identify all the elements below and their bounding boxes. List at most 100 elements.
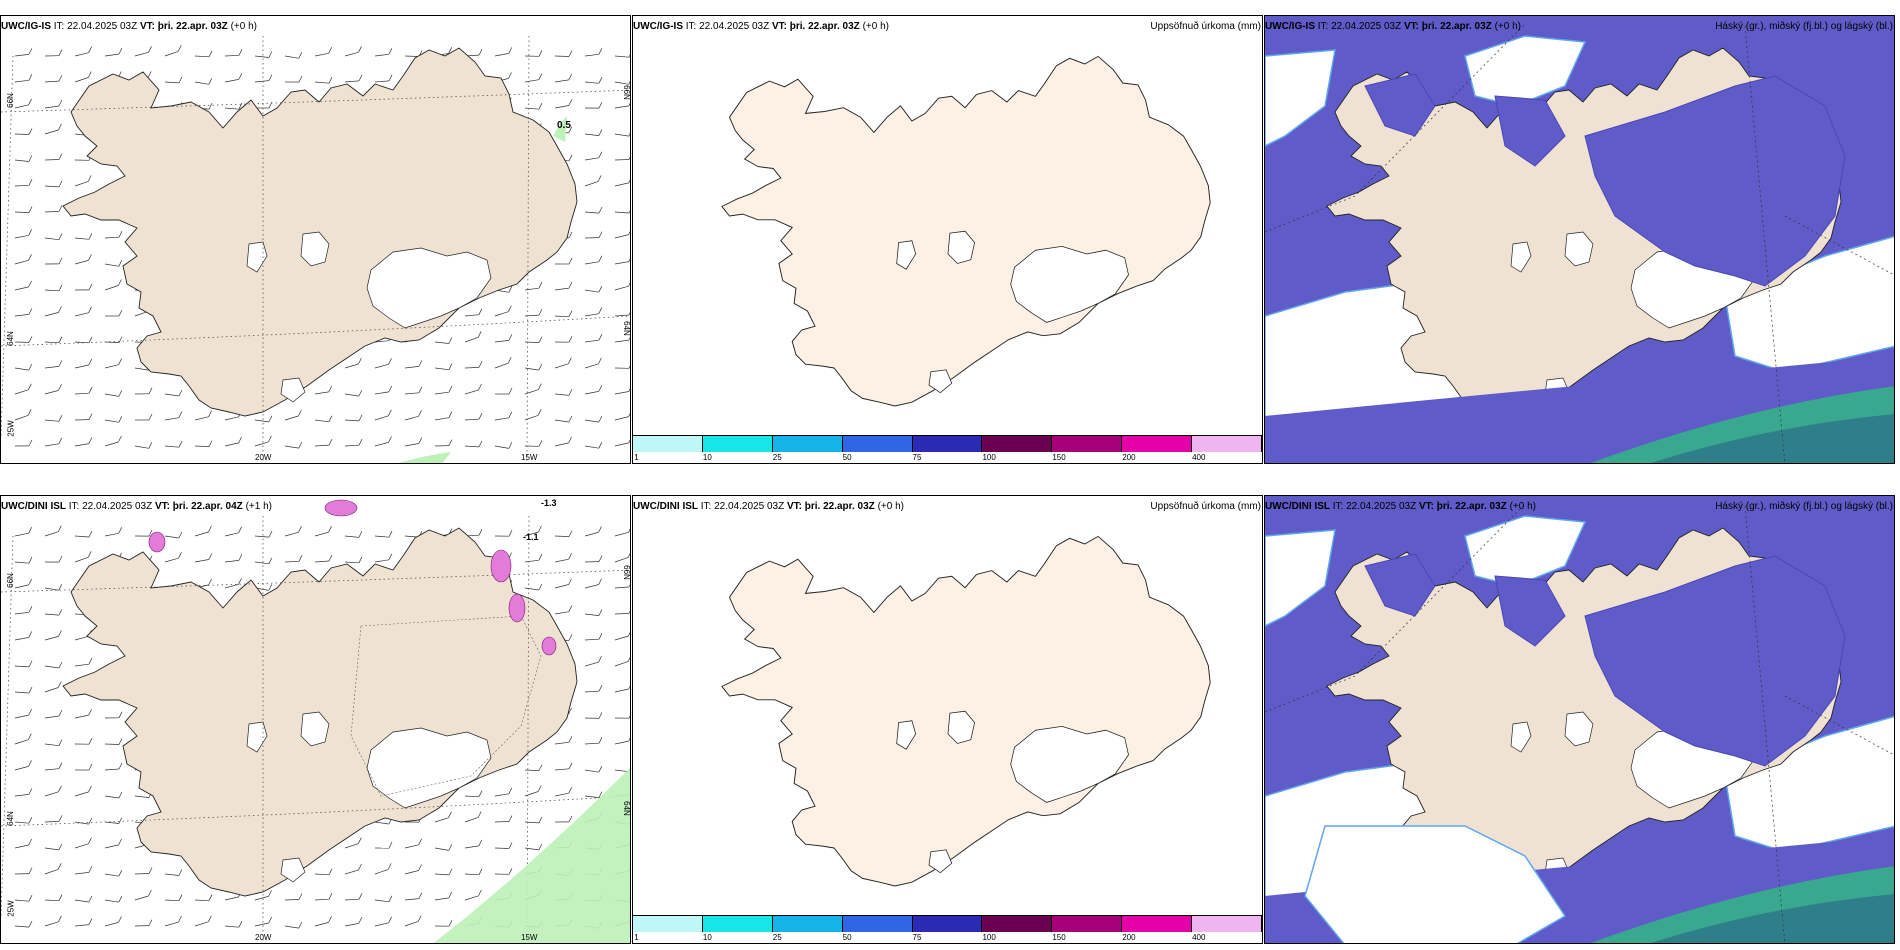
valid-label: VT: — [786, 501, 802, 512]
valid-time: þri. 22.apr. 03Z — [804, 501, 875, 512]
colorbar-tick-label: 75 — [912, 453, 922, 462]
colorbar-ticks: 1 10 25 50 75 100 150 200 400 — [633, 932, 1262, 943]
colorbar-swatches — [633, 435, 1262, 452]
map-panel-r1c3 — [1264, 15, 1895, 464]
panel-variable: Uppsöfnuð úrkoma (mm) — [1150, 501, 1261, 512]
colorbar-tick-label: 200 — [1122, 933, 1136, 942]
contour-label: -1.3 — [541, 498, 557, 508]
model-name: UWC/IG-IS — [633, 21, 683, 32]
lat-label: 64N — [621, 801, 631, 816]
valid-label: VT: — [771, 21, 787, 32]
model-name: UWC/DINI ISL — [633, 501, 698, 512]
lat-label: 64N — [5, 811, 15, 826]
colorbar-tick-label: 10 — [702, 453, 712, 462]
colorbar-tick-label: 150 — [1052, 933, 1066, 942]
lat-label: 64N — [5, 331, 15, 346]
lat-label: 66N — [5, 573, 15, 588]
colorbar-tick-label: 50 — [842, 933, 852, 942]
lead-time: (+0 h) — [877, 501, 904, 512]
lon-label: 20W — [255, 453, 272, 462]
panel-variable: Háský (gr.), miðský (fj.bl.) og lágský (… — [1715, 21, 1893, 32]
lon-label: 25W — [6, 420, 16, 437]
panel-header: UWC/DINI ISL IT: 22.04.2025 03Z VT: þri.… — [1264, 499, 1895, 515]
valid-time: þri. 22.apr. 03Z — [789, 21, 860, 32]
init-time: IT: 22.04.2025 03Z — [685, 21, 770, 32]
panel-variable: Uppsöfnuð úrkoma (mm) — [1150, 21, 1261, 32]
colorbar-tick-label: 1 — [634, 453, 639, 462]
valid-label: VT: — [154, 501, 170, 512]
colorbar-tick-label: 1 — [634, 933, 639, 942]
colorbar-tick-label: 150 — [1052, 453, 1066, 462]
colorbar-swatch — [982, 916, 1053, 932]
colorbar-swatch — [702, 916, 773, 932]
colorbar-tick-label: 50 — [842, 453, 852, 462]
lat-label: 64N — [621, 321, 631, 336]
lon-label: 15W — [521, 453, 538, 462]
panel-variable: Háský (gr.), miðský (fj.bl.) og lágský (… — [1715, 501, 1893, 512]
valid-label: VT: — [139, 21, 155, 32]
colorbar-swatch — [1122, 436, 1193, 452]
map-canvas — [721, 55, 1211, 407]
contour-label: -1.1 — [523, 532, 539, 542]
valid-time: þri. 22.apr. 04Z — [172, 501, 243, 512]
valid-time: þri. 22.apr. 03Z — [1421, 21, 1492, 32]
colorbar-swatch — [633, 916, 703, 932]
precip-colorbar: 1 10 25 50 75 100 150 200 400 — [633, 435, 1262, 463]
colorbar-swatch — [1122, 916, 1193, 932]
init-time: IT: 22.04.2025 03Z — [53, 21, 138, 32]
colorbar-tick-label: 100 — [982, 933, 996, 942]
colorbar-swatch — [772, 436, 843, 452]
colorbar-swatches — [633, 915, 1262, 932]
colorbar-tick-label: 400 — [1192, 453, 1206, 462]
colorbar-swatch — [1052, 436, 1123, 452]
model-name: UWC/DINI ISL — [1, 501, 66, 512]
map-canvas — [1265, 16, 1894, 463]
map-canvas — [1, 35, 630, 463]
lead-time: (+0 h) — [1494, 21, 1521, 32]
colorbar-tick-label: 10 — [702, 933, 712, 942]
init-time: IT: 22.04.2025 03Z — [700, 501, 785, 512]
init-time: IT: 22.04.2025 03Z — [68, 501, 153, 512]
valid-label: VT: — [1418, 501, 1434, 512]
lead-time: (+1 h) — [245, 501, 272, 512]
colorbar-swatch — [772, 916, 843, 932]
colorbar-tick-label: 400 — [1192, 933, 1206, 942]
lon-label: 15W — [521, 933, 538, 942]
colorbar-swatch — [842, 436, 913, 452]
lat-label: 66N — [621, 85, 631, 100]
colorbar-tick-label: 25 — [772, 933, 782, 942]
colorbar-swatch — [842, 916, 913, 932]
init-time: IT: 22.04.2025 03Z — [1317, 21, 1402, 32]
panel-header: UWC/IG-IS IT: 22.04.2025 03Z VT: þri. 22… — [1264, 19, 1895, 35]
precip-colorbar: 1 10 25 50 75 100 150 200 400 — [633, 915, 1262, 943]
lat-label: 66N — [621, 565, 631, 580]
init-time: IT: 22.04.2025 03Z — [1332, 501, 1417, 512]
map-canvas — [1, 499, 630, 943]
colorbar-swatch — [1192, 436, 1262, 452]
model-name: UWC/DINI ISL — [1265, 501, 1330, 512]
colorbar-ticks: 1 10 25 50 75 100 150 200 400 — [633, 452, 1262, 463]
lead-time: (+0 h) — [1509, 501, 1536, 512]
valid-time: þri. 22.apr. 03Z — [1436, 501, 1507, 512]
panel-header: UWC/DINI ISL IT: 22.04.2025 03Z VT: þri.… — [0, 499, 631, 515]
model-name: UWC/IG-IS — [1, 21, 51, 32]
contour-label: 0.5 — [557, 120, 571, 131]
colorbar-tick-label: 100 — [982, 453, 996, 462]
panel-header: UWC/IG-IS IT: 22.04.2025 03Z VT: þri. 22… — [0, 19, 631, 35]
colorbar-swatch — [912, 916, 983, 932]
colorbar-swatch — [1192, 916, 1262, 932]
lon-label: 20W — [255, 933, 272, 942]
colorbar-tick-label: 25 — [772, 453, 782, 462]
valid-time: þri. 22.apr. 03Z — [157, 21, 228, 32]
colorbar-swatch — [702, 436, 773, 452]
map-panel-r1c2: 1 10 25 50 75 100 150 200 400 — [632, 15, 1263, 464]
valid-label: VT: — [1403, 21, 1419, 32]
colorbar-swatch — [633, 436, 703, 452]
colorbar-tick-label: 200 — [1122, 453, 1136, 462]
map-canvas — [1265, 496, 1894, 943]
model-name: UWC/IG-IS — [1265, 21, 1315, 32]
lat-label: 66N — [5, 93, 15, 108]
panel-header: UWC/DINI ISL IT: 22.04.2025 03Z VT: þri.… — [632, 499, 1263, 515]
map-panel-r2c2: 1 10 25 50 75 100 150 200 400 — [632, 495, 1263, 944]
colorbar-swatch — [912, 436, 983, 452]
